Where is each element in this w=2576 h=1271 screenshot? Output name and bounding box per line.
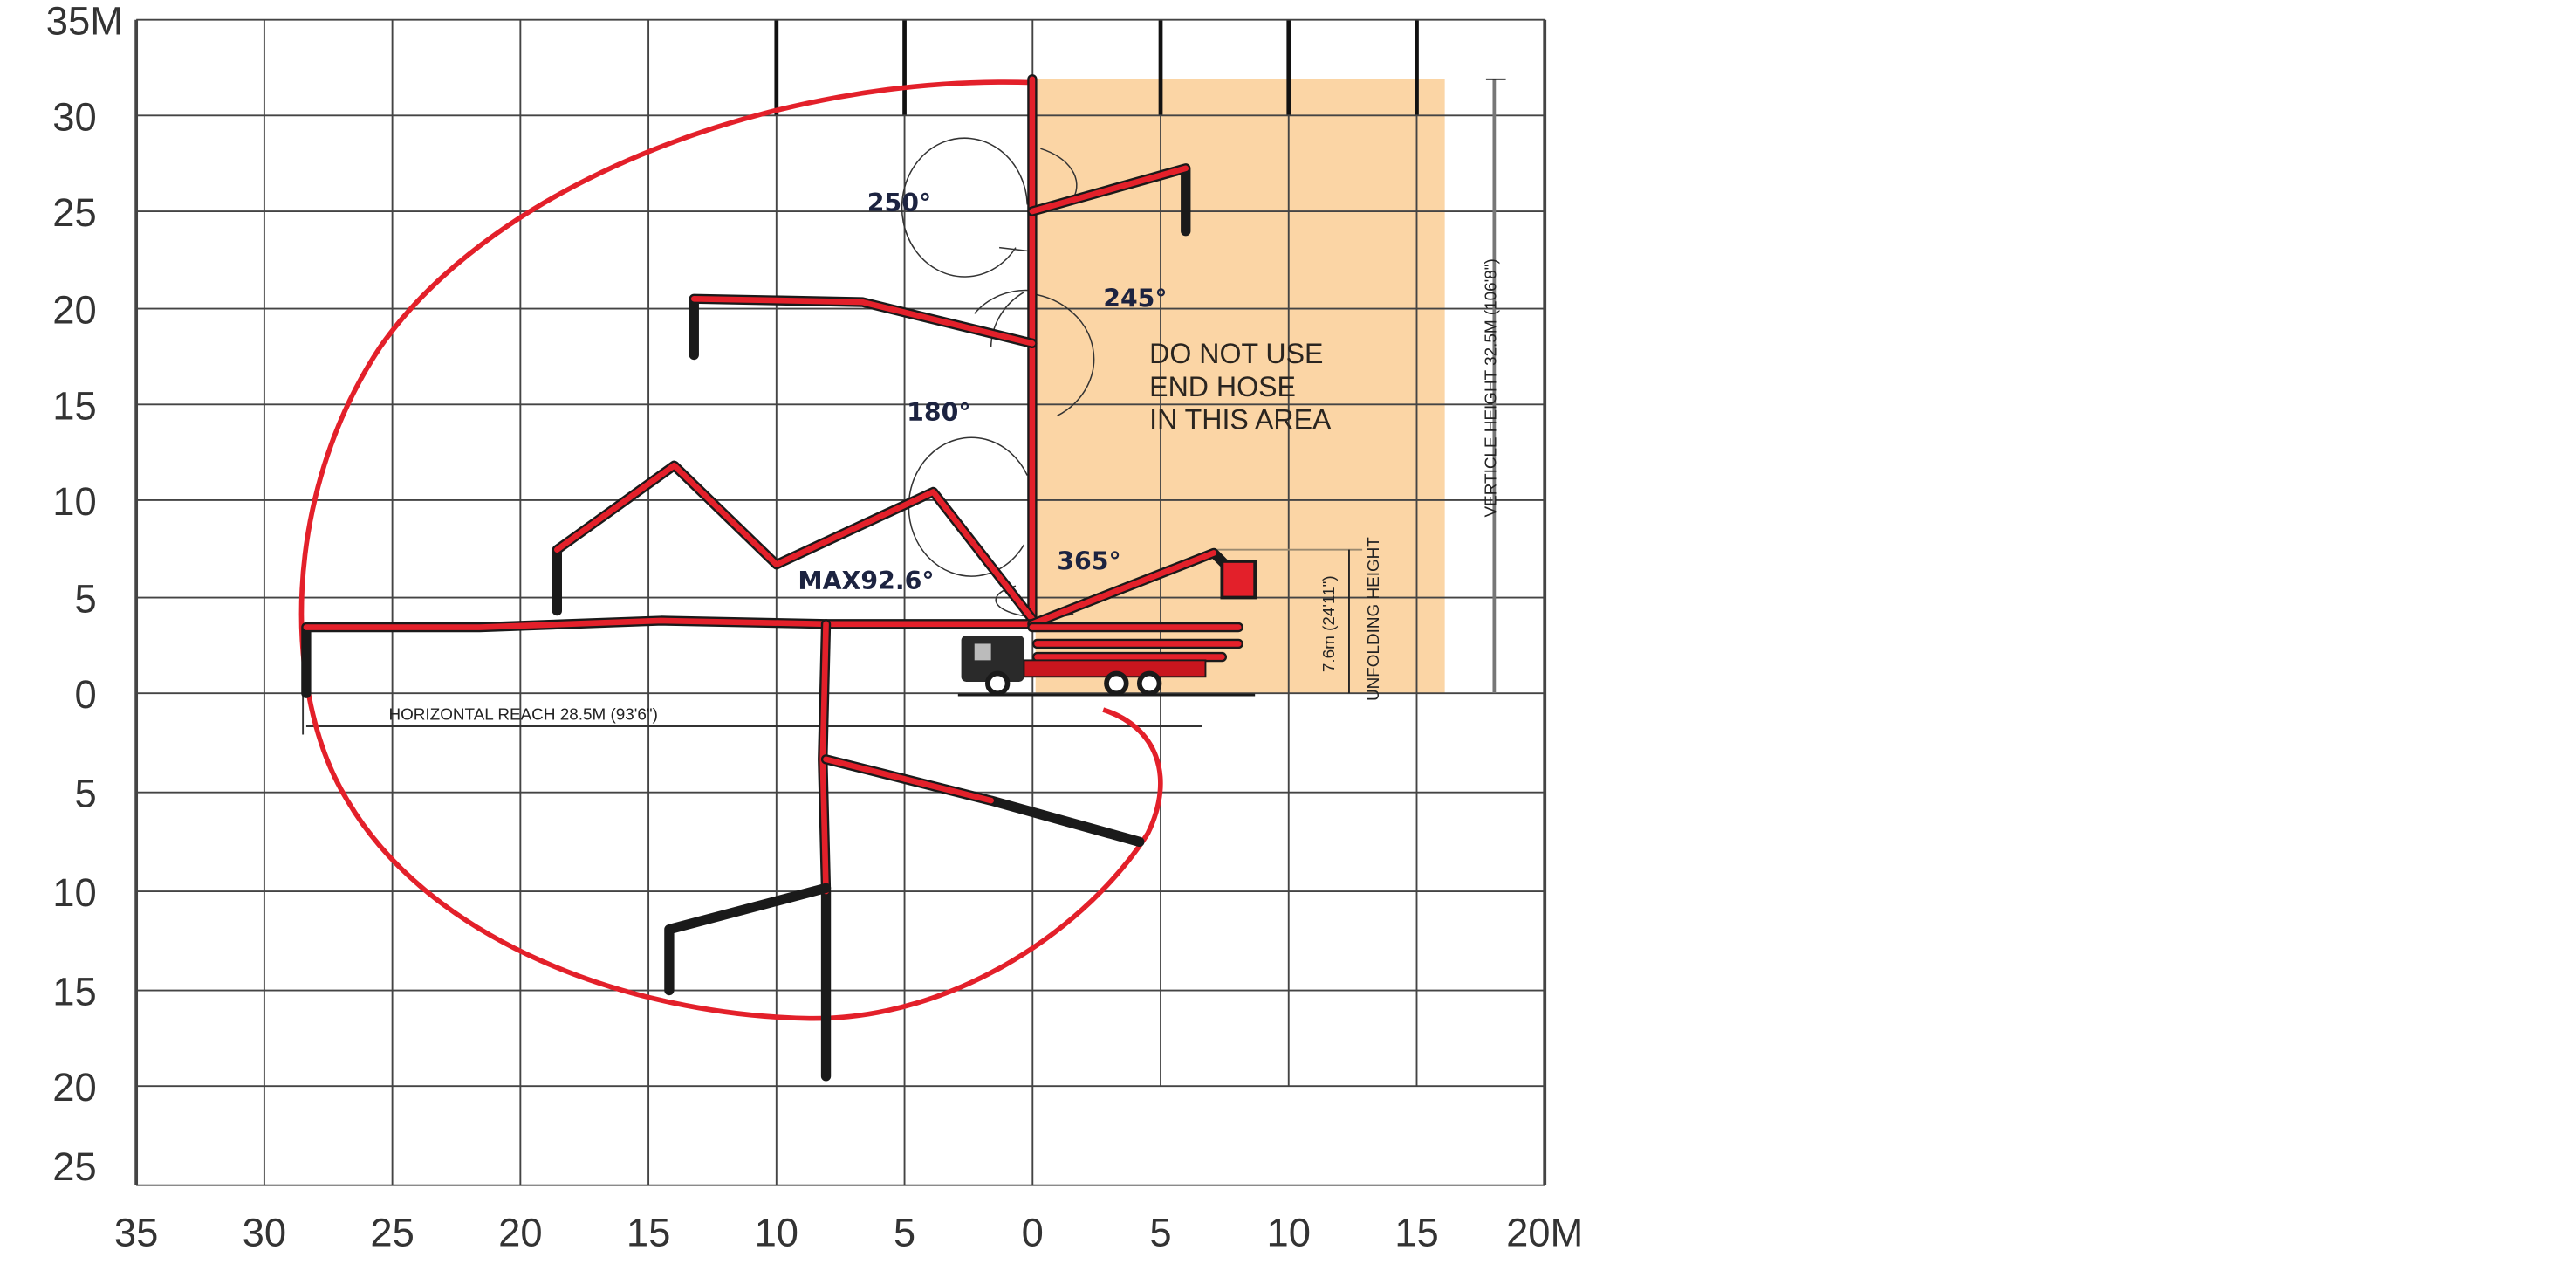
y-tick-label: 20 xyxy=(52,1065,96,1110)
y-tick-label: 15 xyxy=(52,383,96,428)
y-tick-label: 25 xyxy=(52,190,96,235)
unfolding-height-value: 7.6m (24'11") xyxy=(1320,575,1339,672)
angle-label-245: 245° xyxy=(1103,285,1167,313)
y-tick-label: 25 xyxy=(52,1144,96,1189)
angle-label-365: 365° xyxy=(1057,546,1120,575)
x-tick-label: 35 xyxy=(114,1211,158,1255)
y-tick-label: 20 xyxy=(52,288,96,333)
warning-line-1: DO NOT USE xyxy=(1149,338,1323,369)
y-tick-label: 0 xyxy=(75,672,97,717)
angle-label-180: 180° xyxy=(907,398,970,427)
y-tick-label: 10 xyxy=(52,479,96,524)
horizontal-reach-label: HORIZONTAL REACH 28.5M (93'6") xyxy=(388,705,657,724)
x-tick-label: 15 xyxy=(1394,1211,1438,1255)
boom-poses xyxy=(301,74,1257,1082)
pump-truck xyxy=(957,636,1256,697)
x-tick-label: 30 xyxy=(243,1211,286,1255)
vertical-height-label: VERTICLE HEIGHT 32.5M (106'8") xyxy=(1482,258,1500,517)
x-tick-label: 0 xyxy=(1022,1211,1044,1255)
x-tick-label: 25 xyxy=(370,1211,414,1255)
y-tick-label: 35M xyxy=(46,0,123,44)
x-tick-label: 20M xyxy=(1506,1211,1583,1255)
axis-ticks: 35 30 25 20 15 10 5 0 5 10 15 20M 35M 30 25 20 15 10 5 0 5 10… xyxy=(46,0,1584,1255)
y-tick-label: 30 xyxy=(52,94,96,139)
x-tick-label: 5 xyxy=(1149,1211,1171,1255)
warning-line-2: END HOSE xyxy=(1149,371,1296,402)
angle-label-max: MAX92.6° xyxy=(798,567,934,595)
y-tick-label: 10 xyxy=(52,870,96,915)
y-tick-label: 5 xyxy=(75,577,97,622)
x-tick-label: 20 xyxy=(498,1211,542,1255)
x-tick-label: 5 xyxy=(894,1211,915,1255)
y-tick-label: 15 xyxy=(52,970,96,1014)
unfolding-height-label: UNFOLDING HEIGHT xyxy=(1365,537,1383,701)
reach-envelope-curve xyxy=(298,79,1163,1021)
angle-label-250: 250° xyxy=(867,189,931,217)
x-tick-label: 10 xyxy=(755,1211,798,1255)
y-tick-label: 5 xyxy=(75,772,97,816)
x-tick-label: 10 xyxy=(1267,1211,1311,1255)
angle-arcs xyxy=(901,137,1095,619)
warning-line-3: IN THIS AREA xyxy=(1149,404,1332,436)
x-tick-label: 15 xyxy=(627,1211,670,1255)
